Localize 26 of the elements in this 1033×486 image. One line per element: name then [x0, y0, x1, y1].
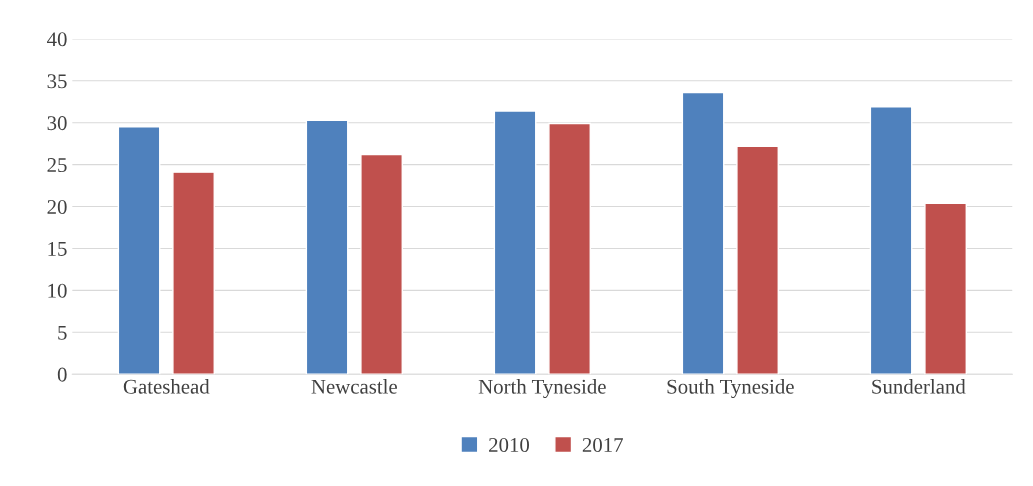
x-tick-label: Sunderland: [872, 379, 966, 394]
bar: [172, 171, 215, 375]
x-tick-label: Newcastle: [311, 379, 397, 394]
bar: [548, 122, 591, 375]
y-tick-label: 5: [58, 325, 67, 340]
x-tick-label: North Tyneside: [478, 379, 606, 399]
y-tick-label: 20: [47, 199, 67, 214]
bar: [924, 202, 967, 375]
y-tick-label: 30: [47, 116, 67, 131]
bar: [869, 106, 913, 375]
y-tick-label: 40: [47, 32, 67, 47]
x-tick-label: South Tyneside: [667, 379, 794, 399]
legend-label: 2010: [489, 437, 530, 452]
bar: [117, 126, 161, 375]
y-tick-label: 25: [47, 158, 67, 173]
bar: [360, 153, 403, 375]
bar: [305, 119, 349, 375]
y-tick-label: 15: [48, 241, 67, 256]
x-tick-label: Gateshead: [123, 379, 210, 394]
legend-label: 2017: [582, 437, 623, 452]
y-tick-label: 10: [48, 283, 67, 298]
y-tick-label: 35: [47, 74, 67, 89]
y-tick-label: 0: [57, 367, 67, 382]
bar: [681, 91, 725, 375]
bar: [736, 145, 779, 375]
bar: [493, 110, 537, 375]
